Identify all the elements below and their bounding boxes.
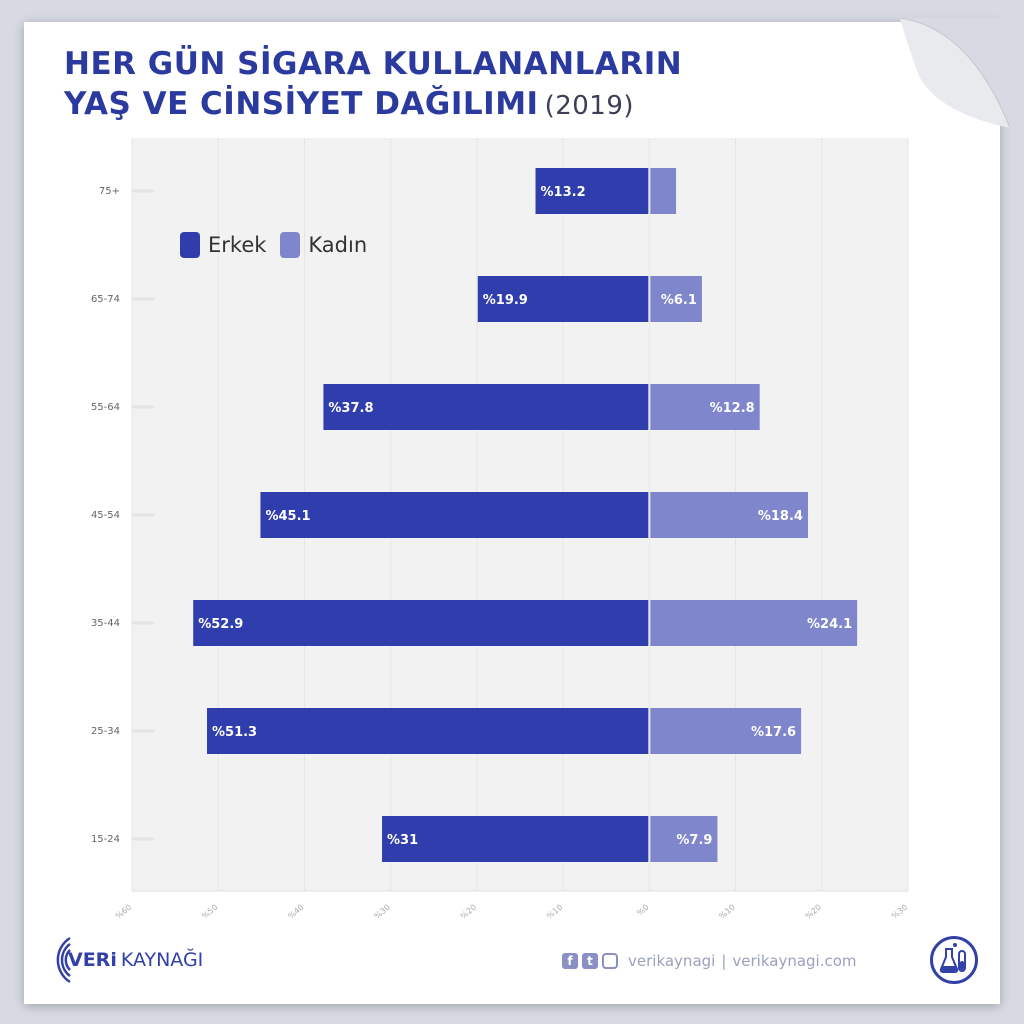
data-label-kadin: %17.6 (751, 725, 796, 740)
bar-kadin (650, 708, 802, 754)
legend-item-kadin: Kadın (280, 232, 367, 258)
bar-kadin (650, 492, 808, 538)
legend-label-erkek: Erkek (208, 233, 267, 257)
legend-label-kadin: Kadın (308, 233, 368, 257)
data-label-erkek: %13.2 (541, 185, 586, 200)
y-tick-label: 45-54 (91, 510, 120, 521)
bar-kadin (650, 600, 858, 646)
data-label-kadin: %12.8 (710, 401, 755, 416)
bar-erkek (382, 816, 649, 862)
x-tick-label: %50 (200, 903, 219, 921)
x-tick-label: %20 (459, 903, 478, 921)
data-label-kadin: %24.1 (807, 617, 852, 632)
twitter-icon[interactable]: t (582, 953, 598, 969)
bar-erkek (535, 168, 649, 214)
website-link[interactable]: verikaynagi.com (732, 952, 857, 970)
y-tick-label: 25-34 (91, 726, 120, 737)
x-tick-label: %30 (890, 903, 909, 921)
social-handle[interactable]: verikaynagi (628, 952, 716, 970)
data-label-erkek: %45.1 (265, 509, 310, 524)
y-tick-label: 35-44 (91, 618, 120, 629)
legend: Erkek Kadın (180, 232, 381, 258)
y-tick-label: 75+ (99, 186, 120, 197)
brand-wave-icon (56, 936, 71, 984)
bar-kadin (650, 384, 760, 430)
data-label-erkek: %37.8 (328, 401, 373, 416)
brand-name-bold: VERi (68, 949, 117, 971)
brand-logo[interactable]: VERi KAYNAĞI (40, 930, 203, 990)
instagram-icon[interactable] (602, 953, 618, 969)
legend-swatch-erkek (180, 232, 200, 258)
data-label-kadin: %7.9 (676, 833, 712, 848)
y-tick-label: 15-24 (91, 834, 120, 845)
data-label-erkek: %52.9 (198, 617, 243, 632)
data-label-erkek: %51.3 (212, 725, 257, 740)
x-tick-label: %0 (635, 903, 651, 918)
y-tick-label: 55-64 (91, 402, 120, 413)
social-links: f t verikaynagi | verikaynagi.com (562, 952, 857, 970)
bar-erkek (260, 492, 649, 538)
x-tick-label: %20 (804, 903, 823, 921)
bar-erkek (323, 384, 649, 430)
chart-year: (2019) (544, 91, 635, 121)
data-label-kadin: %18.4 (758, 509, 803, 524)
legend-swatch-kadin (280, 232, 301, 258)
page-curl (900, 18, 1010, 128)
x-tick-label: %60 (114, 903, 133, 921)
x-tick-label: %10 (717, 903, 736, 921)
footer-separator: | (721, 952, 727, 970)
data-label-kadin: %6.1 (661, 293, 697, 308)
bar-erkek (477, 276, 649, 322)
x-tick-label: %30 (373, 903, 392, 921)
y-tick-label: 65-74 (91, 294, 120, 305)
facebook-icon[interactable]: f (562, 953, 578, 969)
x-tick-label: %10 (545, 903, 564, 921)
legend-item-erkek: Erkek (180, 232, 266, 258)
data-label-erkek: %19.9 (483, 293, 528, 308)
bar-erkek (193, 600, 649, 646)
bar-kadin (650, 168, 677, 214)
brand-name-rest: KAYNAĞI (120, 949, 204, 971)
chart-title-line1: HER GÜN SİGARA KULLANANLARIN (64, 46, 683, 82)
lab-flask-icon[interactable] (930, 936, 978, 984)
data-label-erkek: %31 (387, 833, 418, 848)
bar-kadin (650, 816, 718, 862)
chart-title-line2: YAŞ VE CİNSİYET DAĞILIMI (2019) (64, 86, 634, 122)
bar-kadin (650, 276, 702, 322)
bar-erkek (207, 708, 649, 754)
chart-title-text: YAŞ VE CİNSİYET DAĞILIMI (64, 86, 539, 122)
x-tick-label: %40 (286, 903, 305, 921)
